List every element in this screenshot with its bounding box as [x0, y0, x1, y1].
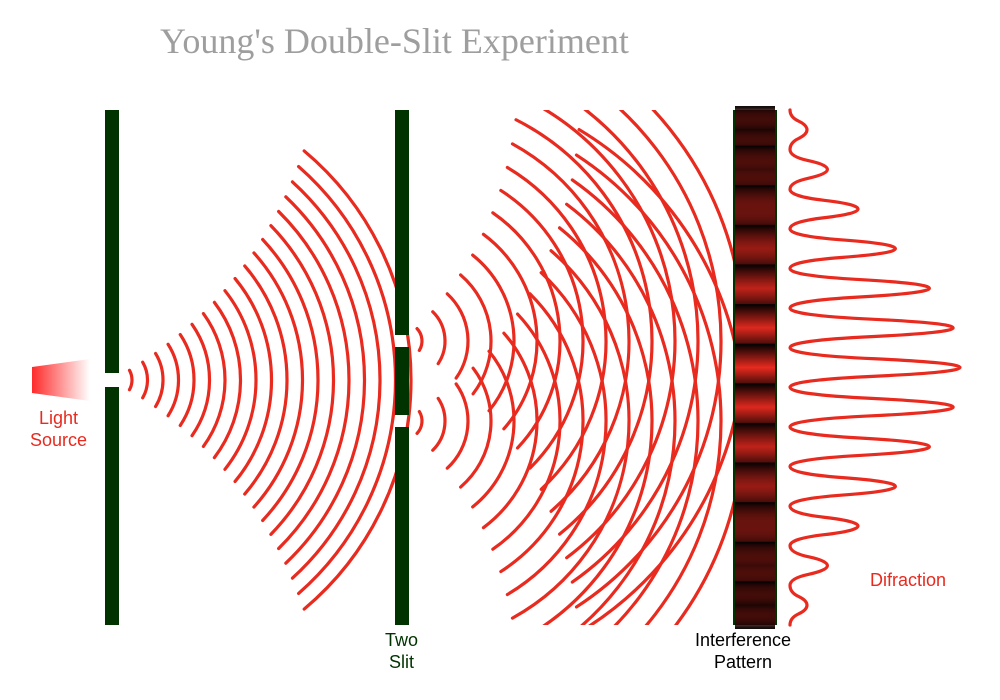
interference-label: Interference Pattern: [695, 630, 791, 673]
page-title: Young's Double-Slit Experiment: [160, 20, 629, 62]
two-slit-label-line1: Two: [385, 630, 418, 650]
interference-label-line2: Pattern: [714, 652, 772, 672]
diffraction-label: Difraction: [870, 570, 946, 592]
two-slit-label: Two Slit: [385, 630, 418, 673]
double-slit-diagram: [0, 0, 1000, 700]
light-source-label-line2: Source: [30, 430, 87, 450]
two-slit-label-line2: Slit: [389, 652, 414, 672]
light-source-label-line1: Light: [39, 408, 78, 428]
light-source-label: Light Source: [30, 408, 87, 451]
interference-label-line1: Interference: [695, 630, 791, 650]
diffraction-label-line1: Difraction: [870, 570, 946, 590]
